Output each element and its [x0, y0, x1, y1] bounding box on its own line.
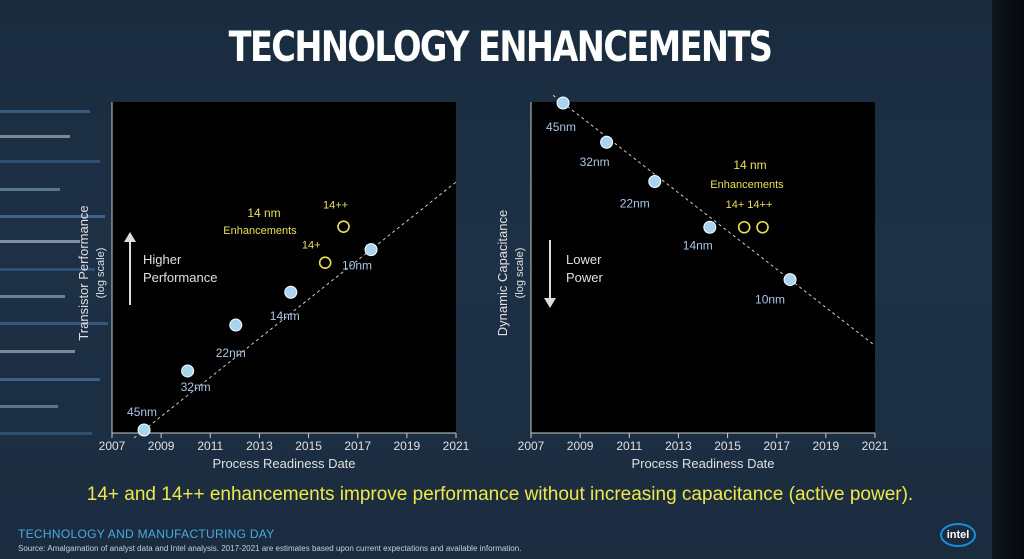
chart-performance-y-label: Transistor Performance — [76, 205, 91, 340]
chart-capacitance-y-label: Dynamic Capacitance — [495, 210, 510, 336]
slide-caption: 14+ and 14++ enhancements improve perfor… — [86, 484, 914, 505]
intel-logo: intel — [940, 523, 976, 547]
chart-performance-enh-point-14++ — [337, 220, 350, 233]
chart-capacitance-enhancement-labels: 14+ 14++ — [726, 199, 773, 211]
chart-performance-point-32nm — [181, 364, 195, 378]
chart-capacitance-annotation-2: Enhancements — [710, 179, 784, 191]
chart-capacitance-point-label-14nm: 14nm — [683, 238, 713, 252]
chart-capacitance-point-label-45nm: 45nm — [546, 120, 576, 134]
footer-source-note: Source: Amalgamation of analyst data and… — [18, 544, 522, 553]
chart-performance-trend-line — [133, 181, 457, 439]
chart-performance-point-label-10nm: 10nm — [342, 259, 372, 273]
chart-performance-direction-label-2: Performance — [143, 270, 217, 285]
chart-performance-point-45nm — [137, 423, 151, 437]
chart-performance-annotation-2: Enhancements — [223, 225, 297, 237]
down-arrow-head-icon — [544, 298, 556, 308]
chart-performance-tick-label: 2017 — [344, 439, 371, 453]
chart-performance-y-label-sub: (log scale) — [95, 248, 107, 299]
chart-capacitance-tick-label: 2011 — [616, 439, 642, 453]
chart-capacitance-tick-label: 2009 — [567, 439, 594, 453]
chart-performance-x-ticks: 2007 2009 2011 2013 2015 2017 2019 2021 — [99, 433, 470, 453]
chart-performance-plot-area — [112, 102, 456, 433]
chart-performance-tick-label: 2015 — [295, 439, 322, 453]
chart-performance-direction-label-1: Higher — [143, 252, 182, 267]
chart-capacitance-point-10nm — [783, 273, 797, 287]
footer-event-title: TECHNOLOGY AND MANUFACTURING DAY — [18, 527, 275, 541]
chart-performance-tick-label: 2013 — [246, 439, 273, 453]
chart-performance-enh-label-14+: 14+ — [302, 240, 321, 252]
chart-performance-point-label-14nm: 14nm — [270, 309, 300, 323]
chart-capacitance-tick-label: 2007 — [518, 439, 545, 453]
chart-performance: 2007 2009 2011 2013 2015 2017 2019 2021 45nm 32n… — [76, 102, 470, 471]
chart-performance-x-label: Process Readiness Date — [212, 456, 355, 471]
chart-performance-point-label-32nm: 32nm — [181, 380, 211, 394]
background-streaks — [0, 90, 110, 470]
chart-capacitance-point-label-10nm: 10nm — [755, 293, 785, 307]
chart-performance-annotation-1: 14 nm — [247, 206, 280, 220]
chart-capacitance-direction-label-1: Lower — [566, 252, 602, 267]
chart-capacitance-point-14nm — [703, 220, 717, 234]
chart-performance-point-label-22nm: 22nm — [216, 346, 246, 360]
chart-performance-point-label-45nm: 45nm — [127, 405, 157, 419]
chart-capacitance-x-label: Process Readiness Date — [631, 456, 774, 471]
chart-capacitance-direction-label-2: Power — [566, 270, 604, 285]
slide-title: TECHNOLOGY ENHANCEMENTS — [228, 22, 773, 71]
right-edge-strip — [992, 0, 1024, 559]
chart-capacitance-point-label-22nm: 22nm — [620, 196, 650, 210]
chart-performance-point-22nm — [229, 318, 243, 332]
chart-capacitance-y-label-sub: (log scale) — [514, 248, 526, 299]
chart-capacitance-tick-label: 2021 — [862, 439, 889, 453]
chart-capacitance-point-32nm — [600, 135, 614, 149]
chart-performance-point-14nm — [284, 285, 298, 299]
chart-performance-tick-label: 2021 — [443, 439, 470, 453]
chart-performance-tick-label: 2019 — [394, 439, 421, 453]
chart-capacitance-tick-label: 2017 — [763, 439, 790, 453]
chart-capacitance-point-22nm — [648, 174, 662, 188]
chart-performance-enh-point-14+ — [318, 256, 332, 270]
chart-capacitance-tick-label: 2019 — [813, 439, 840, 453]
chart-capacitance-point-45nm — [556, 96, 570, 110]
chart-capacitance-tick-label: 2013 — [665, 439, 692, 453]
up-arrow-head-icon — [124, 232, 136, 242]
chart-capacitance-x-ticks: 2007 2009 2011 2013 2015 2017 2019 2021 — [518, 433, 889, 453]
chart-capacitance-enh-point-14+ — [737, 220, 751, 234]
chart-capacitance-tick-label: 2015 — [714, 439, 741, 453]
chart-capacitance-point-label-32nm: 32nm — [580, 155, 610, 169]
chart-performance-enh-label-14++: 14++ — [323, 200, 348, 212]
chart-performance-point-10nm — [364, 243, 378, 257]
chart-capacitance-enh-point-14++ — [756, 220, 769, 234]
chart-performance-tick-label: 2007 — [99, 439, 126, 453]
chart-capacitance-annotation-1: 14 nm — [733, 158, 766, 172]
chart-performance-tick-label: 2011 — [197, 439, 223, 453]
chart-capacitance: 2007 2009 2011 2013 2015 2017 2019 2021 45nm 32n… — [495, 94, 889, 471]
chart-performance-points: 45nm 32nm 22nm 14nm 10nm 14+ 14++ — [127, 200, 378, 437]
chart-performance-tick-label: 2009 — [148, 439, 175, 453]
chart-capacitance-plot-area — [531, 102, 875, 433]
chart-capacitance-points: 45nm 32nm 22nm 14nm 10nm — [546, 96, 797, 307]
